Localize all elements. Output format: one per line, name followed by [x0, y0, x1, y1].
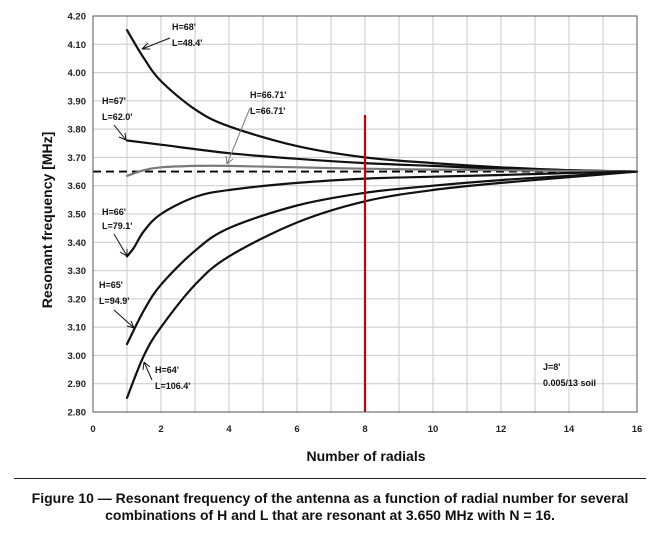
y-tick-label: 4.10 [68, 40, 87, 51]
annotation-h6671-line1: H=66.71' [250, 90, 286, 100]
series-line-4 [125, 170, 639, 346]
y-axis-title: Resonant frequency [MHz] [39, 132, 55, 309]
y-tick-label: 3.20 [68, 294, 87, 305]
figure-caption: Figure 10 — Resonant frequency of the an… [14, 490, 646, 524]
x-axis-title: Number of radials [306, 448, 425, 464]
tick-labels: 0 2 4 6 8 10 12 14 16 2.80 2.90 3.00 3.10 3.20 3.30 3.4… [68, 12, 643, 436]
x-tick-label: 16 [632, 424, 643, 435]
arrow-h64-head [142, 361, 151, 371]
arrow-h6671 [226, 107, 251, 165]
annotation-h68-line1: H=68' [172, 22, 196, 32]
arrow-h65-head [126, 320, 135, 329]
y-tick-label: 4.00 [68, 68, 87, 79]
arrow-h6671-head [225, 155, 234, 165]
arrow-h65 [113, 309, 135, 329]
annotation-h64-line2: L=106.4' [155, 381, 190, 391]
x-tick-label: 14 [564, 424, 575, 435]
x-tick-label: 6 [294, 424, 299, 435]
y-tick-label: 4.20 [68, 12, 87, 23]
chart: 0 2 4 6 8 10 12 14 16 2.80 2.90 3.00 3.10 3.20 3.30 3.4… [39, 12, 643, 465]
annotation-h6671: H=66.71' L=66.71' [250, 90, 286, 116]
arrow-h67 [113, 124, 127, 141]
annotation-h66-line1: H=66' [102, 207, 126, 217]
arrow-h68-head [141, 42, 150, 50]
y-tick-label: 3.70 [68, 153, 87, 164]
caption-line-2: combinations of H and L that are resonan… [105, 507, 555, 523]
y-tick-label: 3.00 [68, 351, 87, 362]
arrow-h64 [143, 361, 153, 381]
y-tick-label: 3.90 [68, 96, 87, 107]
x-tick-label: 4 [226, 424, 232, 435]
y-tick-label: 3.50 [68, 210, 87, 221]
x-tick-label: 0 [90, 424, 95, 435]
y-tick-label: 3.40 [68, 238, 87, 249]
annotation-h64-line1: H=64' [155, 365, 179, 375]
series-line-2 [125, 164, 639, 177]
y-tick-label: 2.90 [68, 379, 87, 390]
caption-divider [14, 478, 646, 479]
plot-frame [92, 15, 638, 413]
soil-note-line2: 0.005/13 soil [543, 378, 596, 388]
annotation-h68: H=68' L=48.4' [172, 22, 202, 48]
arrow-h66-head [119, 249, 128, 257]
soil-note-line1: J=8' [543, 362, 560, 372]
soil-note: J=8' 0.005/13 soil [543, 362, 596, 388]
x-tick-label: 12 [496, 424, 507, 435]
annotation-h64: H=64' L=106.4' [155, 365, 190, 391]
annotation-h68-line2: L=48.4' [172, 38, 202, 48]
annotation-h67-line2: L=62.0' [102, 112, 132, 122]
annotation-h66-line2: L=79.1' [102, 221, 132, 231]
series-line-5 [125, 170, 639, 399]
x-tick-label: 10 [428, 424, 439, 435]
plot-frame-group [92, 15, 638, 413]
annotation-h6671-line2: L=66.71' [250, 106, 285, 116]
annotation-h66: H=66' L=79.1' [102, 207, 132, 231]
y-tick-label: 3.80 [68, 125, 87, 136]
annotation-h65-line1: H=65' [99, 280, 123, 290]
x-tick-label: 8 [362, 424, 367, 435]
caption-line-1: Figure 10 — Resonant frequency of the an… [31, 490, 629, 506]
annotation-h65-line2: L=94.9' [99, 296, 129, 306]
annotation-h67-line1: H=67' [102, 96, 126, 106]
annotation-h67: H=67' L=62.0' [102, 96, 132, 122]
series-line-1 [125, 139, 639, 173]
annotation-arrows [113, 37, 251, 381]
arrow-h67-head [118, 132, 127, 141]
series-group [125, 29, 639, 399]
y-tick-label: 2.80 [68, 408, 87, 419]
series-line-3 [125, 170, 639, 258]
arrow-h66 [113, 233, 128, 257]
annotation-h65: H=65' L=94.9' [99, 280, 129, 306]
y-tick-label: 3.10 [68, 323, 87, 334]
y-tick-label: 3.30 [68, 266, 87, 277]
x-tick-label: 2 [158, 424, 163, 435]
arrow-h68 [141, 37, 171, 50]
y-tick-label: 3.60 [68, 181, 87, 192]
